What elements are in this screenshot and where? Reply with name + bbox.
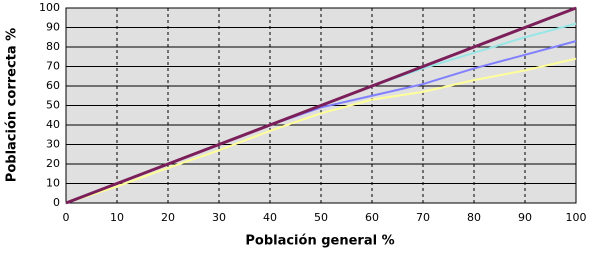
x-tick-label: 60 (365, 211, 379, 224)
x-tick-label: 50 (314, 211, 328, 224)
y-tick-label: 70 (46, 60, 60, 73)
y-tick-label: 100 (39, 1, 60, 14)
x-axis-label: Población general % (245, 234, 394, 249)
plot-border (65, 7, 577, 204)
x-tick-label: 0 (63, 211, 70, 224)
series-line (65, 6, 577, 205)
x-tick-label: 20 (161, 211, 175, 224)
y-tick-label: 80 (46, 40, 60, 53)
x-tick-label: 80 (467, 211, 481, 224)
x-tick-label: 40 (263, 211, 277, 224)
x-tick-label: 10 (110, 211, 124, 224)
x-tick-label: 90 (518, 211, 532, 224)
y-tick-label: 30 (46, 138, 60, 151)
y-axis-label: Población correcta % (5, 28, 20, 182)
y-tick-label: 40 (46, 118, 60, 131)
x-tick-label: 70 (416, 211, 430, 224)
series-line (65, 57, 577, 204)
y-tick-label: 90 (46, 21, 60, 34)
y-tick-label: 60 (46, 79, 60, 92)
y-tick-label: 20 (46, 157, 60, 170)
x-tick-label: 30 (212, 211, 226, 224)
y-tick-label: 0 (53, 196, 60, 209)
x-tick-label: 100 (566, 211, 587, 224)
y-tick-label: 10 (46, 177, 60, 190)
y-tick-label: 50 (46, 99, 60, 112)
